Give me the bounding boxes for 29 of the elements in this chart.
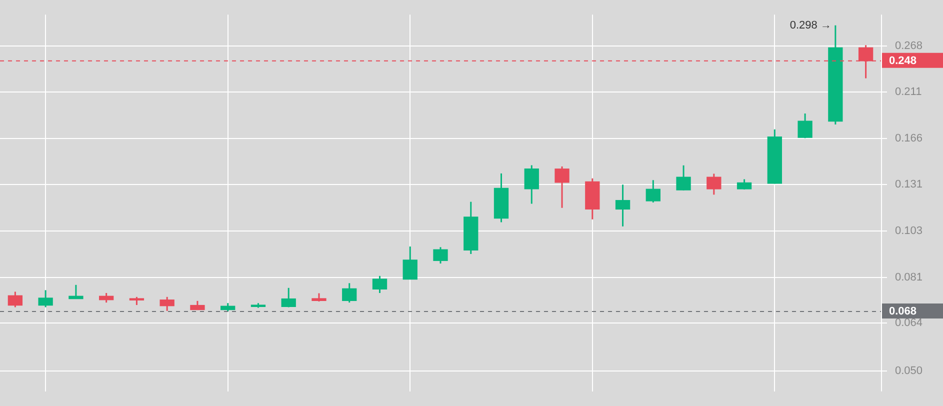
candlestick	[706, 172, 722, 196]
candlestick	[402, 246, 418, 280]
candlestick	[8, 290, 23, 308]
candlestick	[433, 246, 448, 264]
candlestick	[372, 275, 388, 294]
candlestick	[99, 292, 114, 304]
candlestick	[524, 164, 539, 204]
y-tick-label: 0.166	[895, 132, 923, 145]
y-tick-label: 0.268	[895, 40, 923, 52]
candlestick	[554, 166, 570, 209]
candlestick	[646, 179, 660, 204]
candlestick	[615, 184, 630, 228]
candlestick	[676, 164, 691, 192]
annotation: 0.298 →	[790, 19, 832, 32]
y-tick-label: 0.103	[895, 225, 923, 238]
candlestick	[160, 296, 174, 312]
ref-line-label: 0.248	[889, 54, 917, 67]
candlestick	[798, 112, 812, 139]
candlestick	[38, 289, 53, 308]
y-tick-label: 0.131	[895, 178, 923, 191]
candlestick	[736, 178, 752, 190]
y-tick-label: 0.211	[895, 86, 922, 98]
ref-line-label: 0.068	[889, 305, 917, 318]
candlestick	[342, 282, 357, 304]
y-tick-label: 0.081	[895, 272, 923, 284]
candlestick	[281, 287, 296, 308]
y-tick-label: 0.064	[895, 317, 923, 330]
candlestick	[68, 284, 84, 300]
y-tick-label: 0.050	[895, 365, 923, 378]
